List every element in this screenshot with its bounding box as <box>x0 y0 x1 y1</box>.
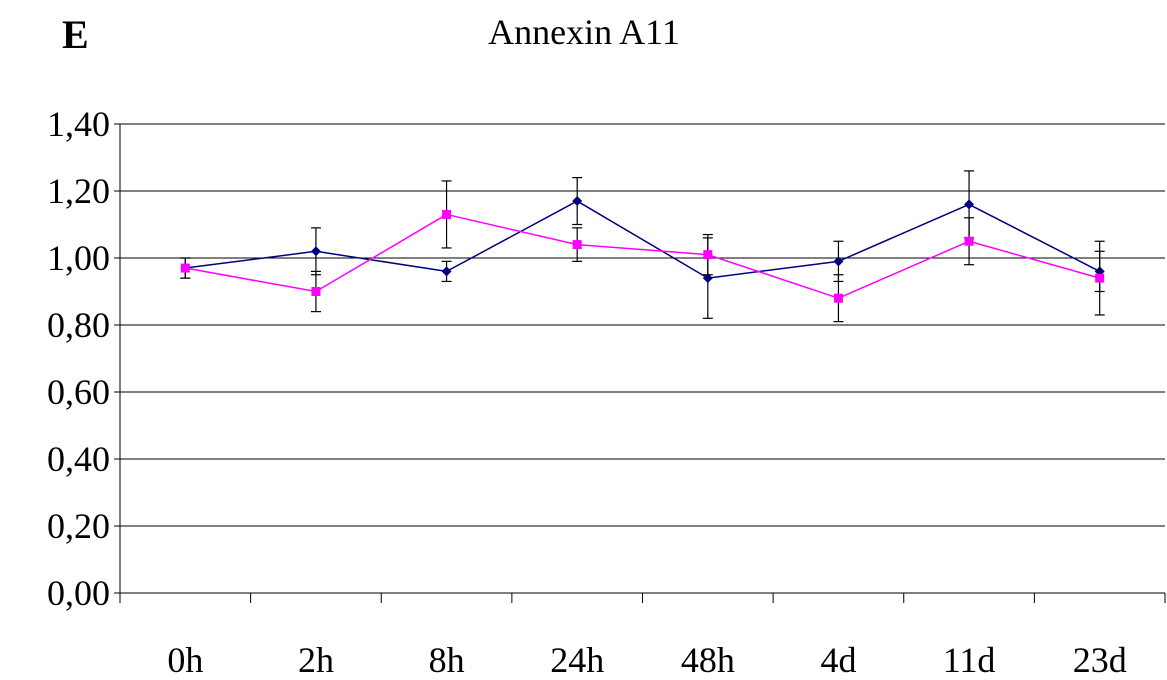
x-tick-label: 4d <box>820 640 856 680</box>
y-axis: 0,00 0,20 0,40 0,60 0,80 1,00 1,20 1,40 <box>47 104 121 613</box>
y-tick-label: 0,60 <box>47 372 110 412</box>
data-point <box>572 196 583 207</box>
data-point <box>964 236 974 246</box>
chart-title: Annexin A11 <box>488 12 680 52</box>
series-line-segment <box>968 203 1101 273</box>
series-line-segment <box>185 250 317 269</box>
data-point <box>702 273 713 284</box>
x-tick-label: 48h <box>681 640 735 680</box>
series-line-segment <box>577 243 708 256</box>
x-tick-label: 2h <box>298 640 334 680</box>
data-point <box>964 199 975 210</box>
y-tick-label: 1,00 <box>47 238 110 278</box>
series-line-segment <box>707 260 839 279</box>
x-tick-label: 11d <box>943 640 996 680</box>
y-tick-label: 1,20 <box>47 171 110 211</box>
x-tick-label: 24h <box>550 640 604 680</box>
y-tick-label: 1,40 <box>47 104 110 144</box>
x-tick-label: 23d <box>1073 640 1127 680</box>
series-line-segment <box>315 213 447 293</box>
series-line-segment <box>576 200 709 279</box>
series-group <box>180 170 1105 323</box>
data-point <box>442 209 452 219</box>
data-point <box>441 266 452 277</box>
panel-label: E <box>62 12 89 57</box>
series-line-segment <box>446 213 578 246</box>
x-axis: 0h 2h 8h 24h 48h 4d 11d 23d <box>119 593 1166 680</box>
series-line-segment <box>968 240 1100 279</box>
gridlines <box>120 123 1165 594</box>
data-point <box>703 250 713 260</box>
x-tick-label: 0h <box>167 640 203 680</box>
series-2 <box>180 180 1105 323</box>
data-point <box>1095 273 1105 283</box>
y-tick-label: 0,40 <box>47 439 110 479</box>
data-point <box>572 240 582 250</box>
series-line-segment <box>315 250 447 273</box>
y-tick-label: 0,20 <box>47 506 110 546</box>
y-tick-label: 0,00 <box>47 573 110 613</box>
series-line-segment <box>707 253 839 299</box>
x-tick-label: 8h <box>429 640 465 680</box>
series-line-segment <box>185 267 317 293</box>
data-point <box>310 246 321 257</box>
series-line-segment <box>446 200 578 273</box>
data-point <box>833 293 843 303</box>
data-point <box>311 287 321 296</box>
data-point <box>833 256 844 267</box>
data-point <box>180 263 190 273</box>
series-line-segment <box>838 203 970 263</box>
series-line-segment <box>838 240 970 299</box>
y-tick-label: 0,80 <box>47 305 110 345</box>
